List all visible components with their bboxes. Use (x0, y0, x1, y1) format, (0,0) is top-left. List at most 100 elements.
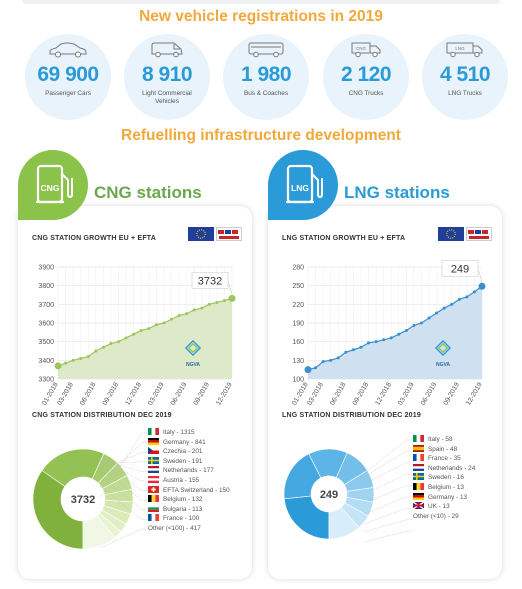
data-point (215, 300, 219, 304)
y-tick-label: 3500 (38, 339, 54, 346)
spain-flag-icon (413, 444, 424, 452)
stat-label: CNG Trucks (348, 90, 384, 97)
y-tick-label: 3900 (38, 265, 54, 272)
stat-value: 8 910 (141, 63, 193, 86)
y-tick-label: 3700 (38, 302, 54, 309)
x-tick-label: 06-2019 (170, 381, 189, 406)
y-tick-label: 220 (292, 302, 304, 309)
car-icon (25, 42, 111, 58)
stat-value: 69 900 (37, 63, 99, 86)
data-point (222, 299, 226, 303)
legend-label: Belgium - 13 (428, 483, 464, 491)
stat-value: 4 510 (439, 63, 491, 86)
cng-leader-lines (99, 432, 148, 549)
legend-label: Italy - 1315 (163, 429, 195, 436)
registrations-heading: New vehicle registrations in 2019 (139, 8, 383, 25)
x-tick-label: 03-2019 (147, 381, 166, 406)
data-point (200, 306, 204, 310)
data-point (132, 332, 136, 336)
cng-distribution-legend: Italy - 1315 Germany - 841 Czechia - 201 Sw… (148, 428, 250, 534)
legend-item: France - 35 (413, 454, 501, 464)
cng-title: CNG stations (94, 183, 202, 202)
cng-distribution-heading: CNG STATION DISTRIBUTION DEC 2019 (32, 412, 172, 419)
y-tick-label: 280 (292, 265, 304, 272)
data-point (374, 340, 378, 344)
ngva-diamond-green (437, 342, 449, 354)
leader-line (363, 451, 412, 478)
leader-line (99, 457, 148, 482)
y-tick-label: 160 (292, 339, 304, 346)
data-point (472, 290, 476, 294)
legend-item: Belgium - 132 (148, 495, 250, 505)
data-point (442, 306, 446, 310)
legend-item: Italy - 1315 (148, 428, 250, 438)
legend-item: France - 100 (148, 514, 250, 524)
x-tick-label: 12-2019 (465, 381, 484, 406)
data-point (329, 358, 333, 362)
x-tick-label: 09-2018 (352, 381, 371, 406)
leader-line (99, 459, 148, 472)
x-tick-label: 12-2018 (374, 381, 393, 406)
ngva-diamond-blue (184, 339, 202, 357)
bulgaria-flag-icon (148, 504, 159, 512)
data-point (154, 323, 158, 327)
x-tick-label: 09-2018 (102, 381, 121, 406)
data-point (478, 282, 486, 290)
cng-growth-chart: 330034003500360037003800390001-201803-20… (38, 265, 236, 407)
data-point (465, 295, 469, 299)
leader-line (99, 485, 148, 520)
legend-label: Czechia - 201 (163, 448, 203, 456)
legend-label: UK - 13 (428, 503, 450, 511)
leader-line (99, 528, 148, 549)
legend-item: Italy - 58 (413, 435, 501, 445)
data-point (79, 356, 83, 360)
data-point (351, 348, 355, 352)
data-point (162, 321, 166, 325)
leader-line (99, 475, 148, 511)
y-tick-label: 190 (292, 321, 304, 328)
data-point (397, 332, 401, 336)
legend-label: Other (<10) - 29 (413, 512, 459, 520)
leader-line (363, 473, 412, 495)
data-point (314, 366, 318, 370)
cng-badge-shape (18, 150, 88, 220)
donut-center-label: 3732 (71, 494, 95, 506)
legend-label: Other (<100) - 417 (148, 524, 201, 532)
efta-logo-icon (466, 227, 492, 241)
eu-flag-icon (188, 227, 214, 241)
legend-item: EFTA Switzerland - 150 (148, 485, 250, 496)
italy-flag-icon (148, 428, 159, 435)
switzerland-flag-icon (148, 485, 159, 493)
x-tick-label: 12-2019 (215, 381, 234, 406)
efta-logo-icon (216, 227, 242, 241)
leader-line (99, 467, 148, 501)
belgium-flag-icon (148, 495, 159, 503)
lng-distribution-legend: Italy - 58 Spain - 48 France - 35 Netherlan… (413, 435, 501, 521)
lng-distribution-heading: LNG STATION DISTRIBUTION DEC 2019 (282, 412, 421, 419)
legend-item: Germany - 841 (148, 437, 250, 448)
data-point (457, 297, 461, 301)
lng-station-badge: LNG (268, 150, 338, 220)
legend-label: Netherlands - 177 (163, 467, 214, 475)
leader-line (363, 508, 412, 525)
cng-station-badge: CNG (18, 150, 88, 220)
germany-flag-icon (148, 437, 159, 445)
belgium-flag-icon (413, 482, 424, 490)
data-point (109, 342, 113, 346)
legend-label: Spain - 48 (428, 445, 458, 453)
lng-truck-badge: LNG (455, 46, 465, 51)
donut-center-label: 249 (320, 489, 338, 501)
data-point (404, 328, 408, 332)
x-tick-label: 06-2018 (79, 381, 98, 406)
stat-value: 1 980 (240, 63, 292, 86)
infrastructure-heading: Refuelling infrastructure development (121, 127, 401, 144)
lng-badge-shape (268, 150, 338, 220)
fuel-pump-icon (286, 164, 323, 204)
legend-label: Sweden - 191 (163, 457, 203, 465)
legend-item: Spain - 48 (413, 444, 501, 455)
leader-line (99, 442, 148, 484)
legend-item: Other (<10) - 29 (413, 512, 501, 522)
van-icon (124, 42, 210, 58)
x-tick-label: 12-2018 (124, 381, 143, 406)
